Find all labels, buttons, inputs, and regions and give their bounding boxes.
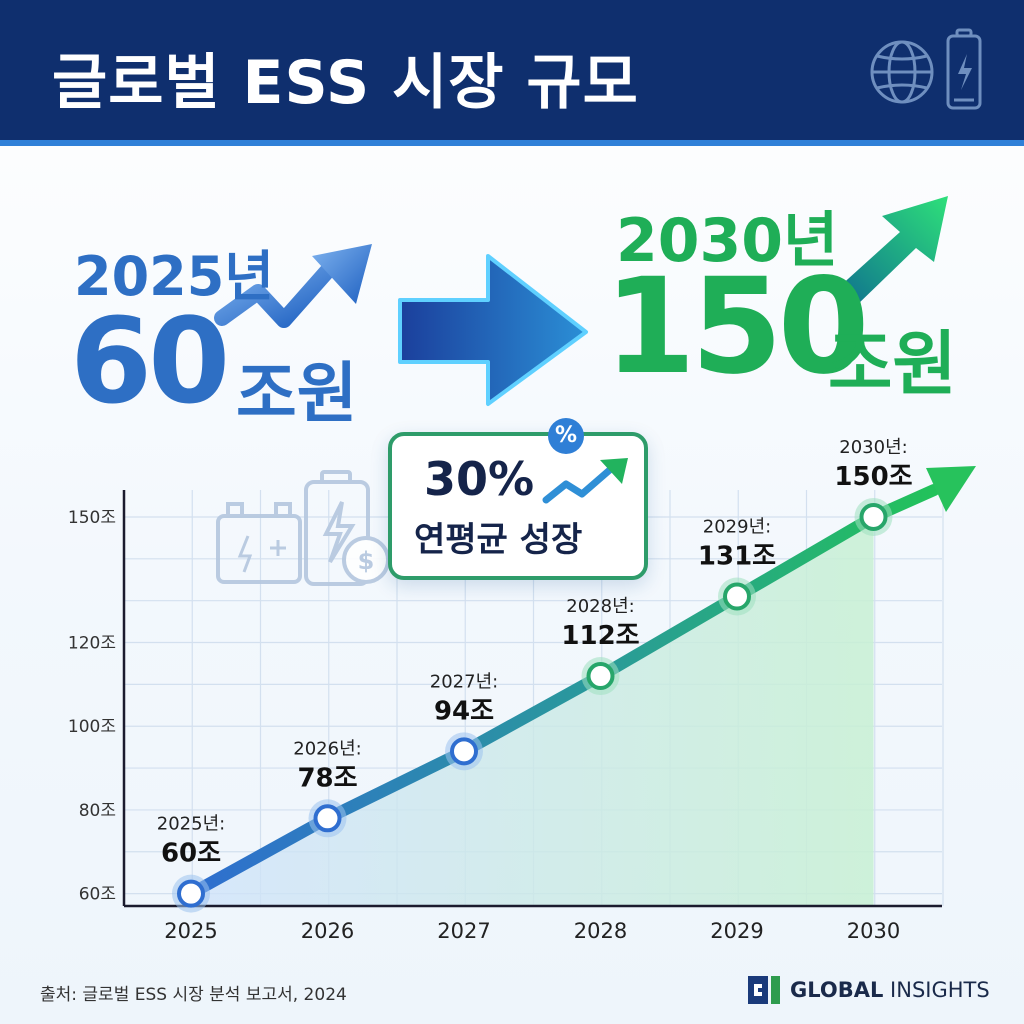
data-label-year: 2028년: bbox=[566, 596, 634, 617]
x-tick-label: 2026 bbox=[301, 919, 354, 943]
data-point bbox=[308, 799, 347, 838]
end-year: 2030년 bbox=[616, 206, 839, 276]
data-label-value: 94조 bbox=[434, 696, 494, 726]
growth-label: 연평균 성장 bbox=[414, 520, 583, 560]
data-point bbox=[581, 657, 620, 696]
data-label-value: 60조 bbox=[161, 839, 221, 869]
brand-name: GLOBAL INSIGHTS bbox=[790, 978, 990, 1002]
start-value-unit: 조원 bbox=[236, 355, 358, 432]
growth-rate: 30% bbox=[424, 452, 535, 506]
data-label-year: 2030년: bbox=[839, 437, 907, 458]
growth-arrow-icon bbox=[542, 458, 628, 504]
data-label-value: 150조 bbox=[834, 462, 912, 492]
data-label-value: 112조 bbox=[561, 621, 639, 651]
y-tick-label: 80조 bbox=[79, 801, 116, 821]
x-tick-label: 2030 bbox=[847, 919, 900, 943]
x-tick-label: 2025 bbox=[164, 919, 217, 943]
data-label-year: 2026년: bbox=[293, 738, 361, 759]
source-note: 출처: 글로벌 ESS 시장 분석 보고서, 2024 bbox=[40, 985, 347, 1005]
data-label-value: 78조 bbox=[297, 763, 357, 793]
page-title: 글로벌 ESS 시장 규모 bbox=[52, 48, 639, 118]
y-tick-label: 60조 bbox=[79, 885, 116, 905]
percent-badge-icon: % bbox=[548, 418, 584, 454]
blue-trend-arrow-icon bbox=[214, 244, 372, 328]
start-year: 2025년 bbox=[74, 245, 274, 308]
data-labels: 2025년: 60조 2026년: 78조 2027년: 94조 2028년: 112조 202… bbox=[157, 437, 913, 869]
start-value-number: 60 bbox=[70, 292, 230, 430]
brand-mark-icon bbox=[748, 976, 780, 1004]
y-tick-label: 150조 bbox=[68, 508, 116, 528]
header-banner: 글로벌 ESS 시장 규모 bbox=[0, 0, 1024, 146]
svg-text:$: $ bbox=[358, 547, 375, 575]
y-tick-label: 100조 bbox=[68, 717, 116, 737]
green-trend-arrow-icon bbox=[838, 196, 948, 306]
data-label-value: 131조 bbox=[698, 541, 776, 571]
x-tick-labels: 2025 2026 2027 2028 2029 2030 bbox=[164, 919, 900, 943]
y-tick-label: 120조 bbox=[68, 634, 116, 654]
x-tick-label: 2029 bbox=[710, 919, 763, 943]
end-value-number: 150 bbox=[604, 250, 870, 404]
growth-callout: % 30% 연평균 성장 bbox=[388, 418, 648, 580]
data-points bbox=[172, 497, 893, 913]
center-arrow-icon bbox=[398, 254, 588, 406]
area-fill bbox=[191, 516, 874, 906]
header-icon-group bbox=[870, 28, 982, 110]
data-point bbox=[445, 732, 483, 771]
data-label-year: 2027년: bbox=[430, 671, 498, 692]
x-tick-label: 2028 bbox=[574, 919, 627, 943]
trend-arrowhead bbox=[926, 466, 976, 512]
x-tick-label: 2027 bbox=[437, 919, 490, 943]
battery-icon bbox=[946, 28, 982, 110]
data-point bbox=[854, 497, 893, 536]
data-label-year: 2025년: bbox=[157, 814, 225, 835]
globe-icon bbox=[870, 40, 934, 104]
data-label-year: 2029년: bbox=[703, 516, 771, 537]
data-point bbox=[718, 577, 756, 616]
decorative-battery-icon: $ bbox=[216, 470, 390, 586]
data-point bbox=[172, 874, 210, 913]
y-tick-labels: 60조 80조 100조 120조 150조 bbox=[68, 508, 116, 905]
end-value-unit: 조원 bbox=[828, 323, 957, 405]
